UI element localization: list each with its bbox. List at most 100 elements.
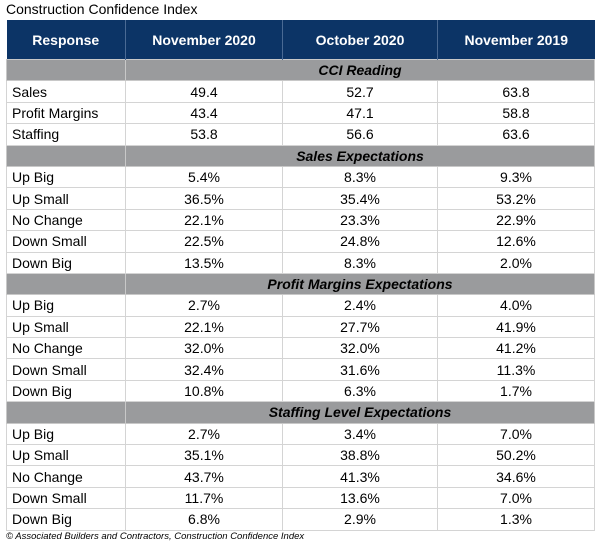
cell-value: 11.3% — [437, 358, 595, 381]
cell-value: 41.3% — [282, 465, 438, 488]
cell-value: 47.1 — [282, 101, 438, 125]
cell-value: 13.6% — [282, 486, 438, 510]
cell-value: 53.2% — [437, 187, 595, 210]
table-row: Up Big 5.4% 8.3% 9.3% — [6, 165, 595, 189]
section-spacer — [6, 272, 126, 296]
section-spacer — [6, 144, 126, 167]
row-label: No Change — [6, 208, 126, 232]
table-row: Up Big 2.7% 3.4% 7.0% — [6, 422, 595, 446]
cell-value: 8.3% — [282, 165, 438, 189]
cell-value: 13.5% — [125, 251, 283, 274]
cell-value: 12.6% — [437, 230, 595, 253]
cell-value: 38.8% — [282, 444, 438, 467]
cell-value: 63.6 — [437, 123, 595, 146]
cell-value: 23.3% — [282, 208, 438, 232]
table-row: Up Small 22.1% 27.7% 41.9% — [6, 315, 595, 339]
header-response: Response — [6, 20, 126, 60]
table-row: No Change 32.0% 32.0% 41.2% — [6, 337, 595, 360]
cell-value: 32.0% — [125, 337, 283, 360]
row-label: Up Small — [6, 187, 126, 210]
row-label: Up Big — [6, 165, 126, 189]
cell-value: 11.7% — [125, 486, 283, 510]
table-row: Staffing 53.8 56.6 63.6 — [6, 123, 595, 146]
cell-value: 52.7 — [282, 80, 438, 103]
cell-value: 27.7% — [282, 315, 438, 339]
table-row: Down Small 11.7% 13.6% 7.0% — [6, 486, 595, 510]
cell-value: 9.3% — [437, 165, 595, 189]
row-label: Up Big — [6, 422, 126, 446]
cell-value: 36.5% — [125, 187, 283, 210]
row-label: Down Big — [6, 508, 126, 531]
section-spacer — [6, 58, 126, 82]
cell-value: 22.9% — [437, 208, 595, 232]
cell-value: 31.6% — [282, 358, 438, 381]
cell-value: 41.9% — [437, 315, 595, 339]
cell-value: 1.7% — [437, 379, 595, 403]
header-nov-2019: November 2019 — [437, 20, 595, 60]
cell-value: 7.0% — [437, 422, 595, 446]
section-title: Staffing Level Expectations — [125, 401, 595, 424]
row-label: Up Small — [6, 444, 126, 467]
cell-value: 43.4 — [125, 101, 283, 125]
cell-value: 32.0% — [282, 337, 438, 360]
cell-value: 22.1% — [125, 315, 283, 339]
cell-value: 49.4 — [125, 80, 283, 103]
section-header-row: Profit Margins Expectations — [6, 272, 595, 296]
row-label: Down Big — [6, 379, 126, 403]
cell-value: 22.1% — [125, 208, 283, 232]
table-row: Down Big 10.8% 6.3% 1.7% — [6, 379, 595, 403]
cell-value: 63.8 — [437, 80, 595, 103]
cell-value: 50.2% — [437, 444, 595, 467]
table-row: Down Big 6.8% 2.9% 1.3% — [6, 508, 595, 531]
row-label: Sales — [6, 80, 126, 103]
header-row: Response November 2020 October 2020 Nove… — [6, 20, 595, 60]
cell-value: 2.7% — [125, 294, 283, 317]
cell-value: 4.0% — [437, 294, 595, 317]
cell-value: 56.6 — [282, 123, 438, 146]
cell-value: 22.5% — [125, 230, 283, 253]
row-label: No Change — [6, 337, 126, 360]
row-label: No Change — [6, 465, 126, 488]
cci-table: Response November 2020 October 2020 Nove… — [6, 20, 595, 531]
table-row: Down Big 13.5% 8.3% 2.0% — [6, 251, 595, 274]
table-row: Profit Margins 43.4 47.1 58.8 — [6, 101, 595, 125]
table-row: Up Small 35.1% 38.8% 50.2% — [6, 444, 595, 467]
cell-value: 34.6% — [437, 465, 595, 488]
cell-value: 53.8 — [125, 123, 283, 146]
row-label: Down Big — [6, 251, 126, 274]
table-row: No Change 22.1% 23.3% 22.9% — [6, 208, 595, 232]
table-title: Construction Confidence Index — [6, 1, 198, 17]
row-label: Down Small — [6, 486, 126, 510]
section-spacer — [6, 401, 126, 424]
section-title: CCI Reading — [125, 58, 595, 82]
row-label: Profit Margins — [6, 101, 126, 125]
table-row: No Change 43.7% 41.3% 34.6% — [6, 465, 595, 488]
header-oct-2020: October 2020 — [282, 20, 438, 60]
table-row: Sales 49.4 52.7 63.8 — [6, 80, 595, 103]
cell-value: 3.4% — [282, 422, 438, 446]
cell-value: 5.4% — [125, 165, 283, 189]
cell-value: 6.3% — [282, 379, 438, 403]
row-label: Down Small — [6, 358, 126, 381]
row-label: Down Small — [6, 230, 126, 253]
cell-value: 8.3% — [282, 251, 438, 274]
header-nov-2020: November 2020 — [125, 20, 283, 60]
row-label: Staffing — [6, 123, 126, 146]
table-row: Down Small 32.4% 31.6% 11.3% — [6, 358, 595, 381]
row-label: Up Big — [6, 294, 126, 317]
cell-value: 35.4% — [282, 187, 438, 210]
table-row: Up Small 36.5% 35.4% 53.2% — [6, 187, 595, 210]
section-header-row: Staffing Level Expectations — [6, 401, 595, 424]
cell-value: 32.4% — [125, 358, 283, 381]
cell-value: 2.4% — [282, 294, 438, 317]
section-header-row: Sales Expectations — [6, 144, 595, 167]
cell-value: 1.3% — [437, 508, 595, 531]
cell-value: 6.8% — [125, 508, 283, 531]
cell-value: 10.8% — [125, 379, 283, 403]
source-footer: © Associated Builders and Contractors, C… — [6, 531, 305, 542]
table-row: Down Small 22.5% 24.8% 12.6% — [6, 230, 595, 253]
section-header-row: CCI Reading — [6, 58, 595, 82]
cell-value: 2.9% — [282, 508, 438, 531]
cell-value: 35.1% — [125, 444, 283, 467]
cell-value: 41.2% — [437, 337, 595, 360]
